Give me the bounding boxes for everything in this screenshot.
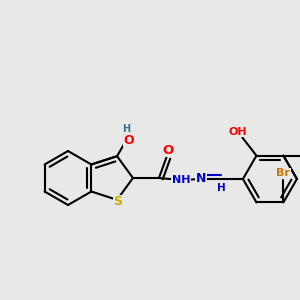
Text: H: H [217, 183, 225, 193]
Text: O: O [124, 134, 134, 147]
Text: Br: Br [277, 168, 290, 178]
Text: H: H [122, 124, 130, 134]
Text: OH: OH [228, 127, 247, 136]
Text: N: N [196, 172, 206, 185]
Text: O: O [163, 144, 174, 157]
Text: S: S [114, 195, 123, 208]
Text: NH: NH [172, 175, 190, 185]
